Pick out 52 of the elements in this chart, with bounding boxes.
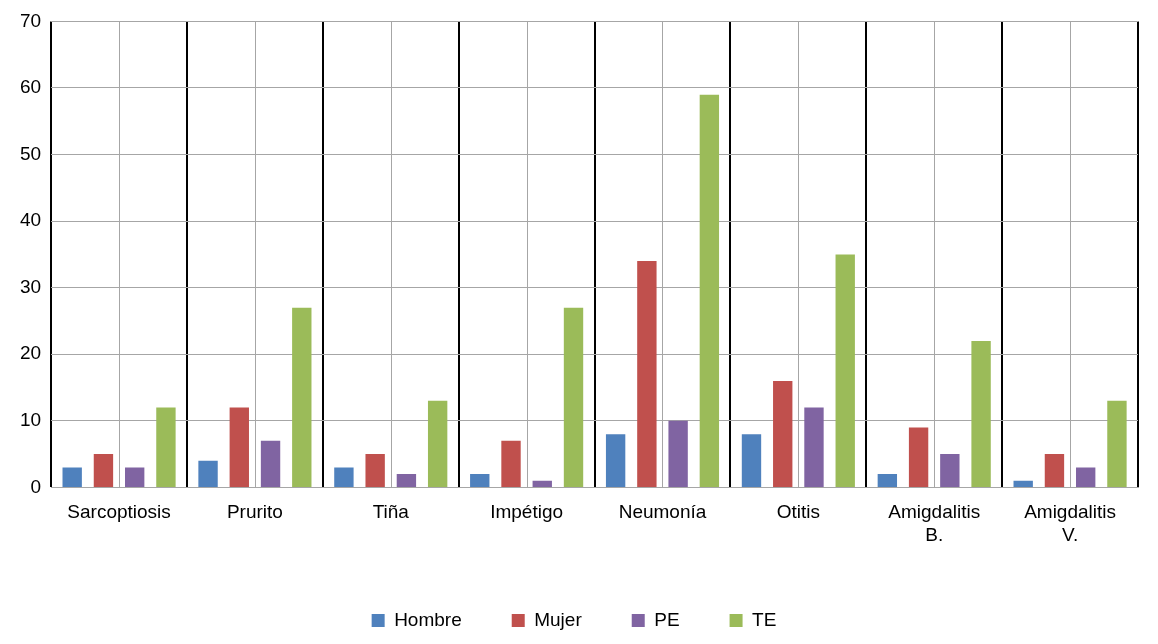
x-tick-label: Tiña bbox=[372, 501, 410, 523]
y-tick-label: 70 bbox=[19, 9, 42, 31]
bar bbox=[877, 474, 898, 487]
bar bbox=[156, 407, 176, 487]
bar bbox=[971, 340, 991, 487]
bar bbox=[741, 434, 762, 487]
bar bbox=[501, 440, 521, 487]
bar bbox=[835, 254, 855, 487]
bar bbox=[1044, 454, 1065, 487]
bar bbox=[365, 454, 385, 487]
y-tick-label: 0 bbox=[30, 475, 42, 497]
bar bbox=[532, 480, 552, 487]
legend-label: Mujer bbox=[534, 608, 583, 630]
x-tick-label: Otitis bbox=[776, 501, 820, 523]
y-tick-label: 60 bbox=[19, 76, 42, 98]
y-tick-label: 50 bbox=[19, 142, 42, 164]
y-tick-label: 10 bbox=[19, 409, 42, 431]
bar bbox=[1013, 480, 1033, 487]
x-tick-label: Amigdalitis B. bbox=[888, 501, 981, 545]
x-tick-label: Sarcoptiosis bbox=[67, 501, 171, 523]
legend-label: Hombre bbox=[394, 608, 462, 630]
bar bbox=[804, 407, 824, 487]
bar bbox=[396, 474, 417, 487]
bar bbox=[563, 307, 584, 487]
bar bbox=[334, 467, 354, 487]
bar bbox=[773, 380, 793, 487]
bar bbox=[637, 261, 657, 487]
bar bbox=[908, 427, 929, 487]
bar bbox=[1076, 467, 1096, 487]
y-tick-label: 40 bbox=[19, 209, 42, 231]
bar bbox=[93, 454, 114, 487]
bar bbox=[940, 454, 960, 487]
x-tick-label: Neumonía bbox=[618, 501, 707, 523]
x-tick-label: Amigdalitis V. bbox=[1024, 501, 1117, 545]
bar bbox=[62, 467, 82, 487]
bar bbox=[1107, 400, 1127, 487]
bar bbox=[668, 420, 688, 487]
bar bbox=[427, 400, 448, 487]
bar bbox=[198, 460, 218, 487]
bar bbox=[292, 307, 312, 487]
bar bbox=[260, 440, 281, 487]
x-tick-label: Prurito bbox=[226, 501, 283, 523]
x-tick-label: Impétigo bbox=[490, 501, 564, 523]
bar bbox=[470, 474, 490, 487]
legend-label: PE bbox=[654, 608, 680, 630]
y-tick-label: 20 bbox=[19, 342, 42, 364]
y-tick-label: 30 bbox=[19, 275, 42, 297]
bar bbox=[699, 94, 720, 487]
legend-label: TE bbox=[752, 608, 777, 630]
bar bbox=[605, 434, 626, 487]
bar bbox=[125, 467, 145, 487]
bar bbox=[229, 407, 249, 487]
